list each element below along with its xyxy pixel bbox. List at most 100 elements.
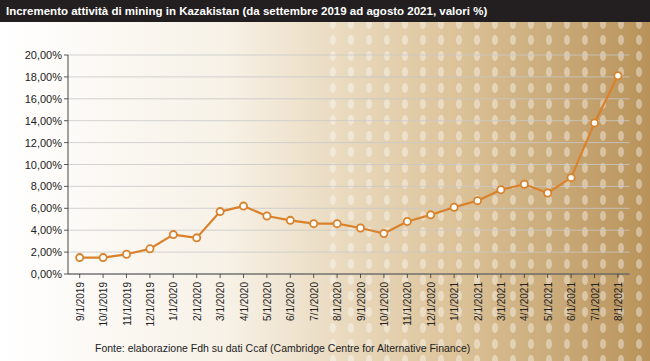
x-tick-label: 4/1/2021 <box>519 282 530 321</box>
point <box>451 204 458 211</box>
y-tick-label: 0,00% <box>31 268 62 280</box>
y-tick-label: 4,00% <box>31 224 62 236</box>
x-tick <box>407 274 408 278</box>
x-tick <box>103 274 104 278</box>
x-tick-label: 7/1/2020 <box>309 282 320 321</box>
x-tick-label: 12/1/2019 <box>145 282 156 327</box>
y-tick <box>64 76 68 77</box>
x-tick <box>266 274 267 278</box>
x-tick <box>79 274 80 278</box>
x-tick <box>524 274 525 278</box>
point <box>334 220 341 227</box>
x-tick <box>243 274 244 278</box>
source: Fonte: elaborazione Fdh su dati Ccaf (Ca… <box>95 342 470 354</box>
x-tick-label: 3/1/2020 <box>215 282 226 321</box>
point <box>521 181 528 188</box>
point <box>380 230 387 237</box>
point <box>614 72 621 79</box>
y-tick-label: 10,00% <box>25 159 63 171</box>
x-tick-label: 11/1/2020 <box>402 282 413 326</box>
x-tick-label: 6/1/2021 <box>566 282 577 321</box>
x-tick-label: 8/1/2020 <box>332 282 343 321</box>
y-tick <box>64 55 68 56</box>
title-bar <box>0 0 650 22</box>
y-tick <box>64 120 68 121</box>
point <box>544 189 551 196</box>
y-tick-label: 12,00% <box>25 137 63 149</box>
point <box>310 220 317 227</box>
series <box>76 72 621 261</box>
y-tick <box>64 164 68 165</box>
y-tick-label: 14,00% <box>25 115 63 127</box>
y-tick-label: 16,00% <box>25 93 63 105</box>
x-tick <box>149 274 150 278</box>
x-tick-label: 2/1/2021 <box>473 282 484 321</box>
x-tick <box>313 274 314 278</box>
y-tick <box>64 186 68 187</box>
x-tick-label: 3/1/2021 <box>496 282 507 321</box>
x-axis <box>68 274 630 275</box>
grid-line <box>68 142 630 143</box>
x-tick <box>477 274 478 278</box>
y-tick <box>64 252 68 253</box>
x-tick-label: 9/1/2019 <box>75 282 86 321</box>
x-tick-label: 10/1/2020 <box>379 282 390 327</box>
point <box>100 254 107 261</box>
point <box>474 197 481 204</box>
point <box>427 211 434 218</box>
point <box>591 119 598 126</box>
point <box>497 186 504 193</box>
point <box>123 251 130 258</box>
grid-line <box>68 55 630 56</box>
x-tick <box>430 274 431 278</box>
x-tick <box>220 274 221 278</box>
x-tick-label: 12/1/2020 <box>426 282 437 327</box>
point <box>404 218 411 225</box>
x-tick <box>454 274 455 278</box>
x-tick-label: 11/1/2019 <box>122 282 133 326</box>
x-tick <box>173 274 174 278</box>
y-axis <box>68 55 69 274</box>
y-tick-label: 20,00% <box>25 49 63 61</box>
x-tick <box>594 274 595 278</box>
line <box>80 76 618 258</box>
grid-line <box>68 274 630 275</box>
x-tick <box>383 274 384 278</box>
point <box>217 208 224 215</box>
y-tick-label: 6,00% <box>31 202 62 214</box>
x-tick-label: 5/1/2020 <box>262 282 273 321</box>
y-tick <box>64 274 68 275</box>
y-tick-label: 2,00% <box>31 246 62 258</box>
point <box>76 254 83 261</box>
y-tick <box>64 98 68 99</box>
x-tick <box>547 274 548 278</box>
grid-line <box>68 208 630 209</box>
x-tick <box>571 274 572 278</box>
point <box>287 217 294 224</box>
x-tick <box>337 274 338 278</box>
x-tick-label: 10/1/2019 <box>98 282 109 327</box>
point <box>357 224 364 231</box>
y-tick <box>64 208 68 209</box>
y-tick-label: 8,00% <box>31 180 62 192</box>
background <box>0 0 650 361</box>
point <box>263 212 270 219</box>
point <box>568 174 575 181</box>
point <box>240 203 247 210</box>
grid-line <box>68 120 630 121</box>
point <box>146 245 153 252</box>
grid-line <box>68 98 630 99</box>
x-tick <box>500 274 501 278</box>
x-tick <box>126 274 127 278</box>
y-tick-label: 18,00% <box>25 71 63 83</box>
x-tick-label: 4/1/2020 <box>239 282 250 321</box>
x-tick <box>290 274 291 278</box>
x-tick-label: 6/1/2020 <box>285 282 296 321</box>
background-dots <box>330 22 650 361</box>
x-tick-label: 1/1/2021 <box>449 282 460 321</box>
title: Incremento attività di mining in Kazakis… <box>6 5 487 17</box>
x-tick-label: 5/1/2021 <box>543 282 554 321</box>
y-tick <box>64 142 68 143</box>
point <box>193 234 200 241</box>
grid-line <box>68 76 630 77</box>
